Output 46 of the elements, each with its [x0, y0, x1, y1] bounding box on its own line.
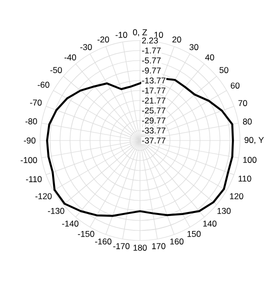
- spoke-label: -70: [30, 100, 42, 106]
- spoke-label: -80: [25, 118, 38, 124]
- y-tick-label: -37.77: [142, 137, 166, 144]
- spoke-label: 20: [172, 36, 182, 43]
- spoke-label: 50: [220, 67, 228, 74]
- spoke-label: 150: [187, 230, 201, 237]
- spoke-label: -110: [26, 176, 42, 182]
- spoke-label: -100: [20, 157, 38, 164]
- y-tick-label: -5.77: [142, 58, 161, 64]
- spoke-label: -20: [97, 36, 110, 43]
- spoke-label: 140: [203, 220, 216, 227]
- spoke-label: 100: [243, 156, 256, 163]
- y-tick-label: -29.77: [142, 117, 166, 124]
- spoke-label: 130: [217, 208, 231, 214]
- spoke-label: -130: [48, 208, 64, 214]
- spoke-label: -40: [64, 54, 76, 60]
- spoke-label: -90: [24, 137, 36, 144]
- spoke-label: 80: [243, 118, 252, 125]
- spoke-label: 120: [230, 193, 244, 200]
- spoke-label: 60: [230, 82, 240, 89]
- spoke-label: 160: [170, 238, 184, 244]
- spoke-label: 90, Y: [244, 136, 264, 144]
- y-tick-label: -9.77: [142, 67, 161, 74]
- spoke-label: 0, Z: [133, 29, 148, 36]
- y-tick-label: -1.77: [142, 48, 161, 54]
- spoke-label: -50: [50, 67, 62, 74]
- spoke-label: -170: [113, 243, 130, 250]
- spoke-label: 30: [190, 44, 198, 50]
- spoke-label: -160: [95, 238, 112, 244]
- spoke-label: -120: [35, 193, 52, 200]
- spoke-label: -60: [38, 82, 50, 88]
- y-tick-label: -21.77: [142, 98, 166, 104]
- y-tick-label: -17.77: [142, 88, 166, 94]
- spoke-label: -30: [80, 44, 92, 50]
- spoke-label: -140: [62, 220, 78, 227]
- spoke-label: 110: [238, 176, 252, 182]
- y-tick-label: -25.77: [142, 107, 166, 114]
- spoke-label: 70: [238, 100, 248, 106]
- y-tick-label: 2.23: [142, 37, 158, 44]
- y-tick-label: -13.77: [142, 77, 166, 84]
- spoke-label: 40: [205, 54, 214, 60]
- spoke-label: 170: [152, 243, 166, 250]
- spoke-label: -10: [116, 32, 128, 38]
- spoke-label: 180: [134, 244, 147, 251]
- spoke-label: -150: [78, 230, 94, 237]
- y-tick-label: -33.77: [142, 127, 166, 134]
